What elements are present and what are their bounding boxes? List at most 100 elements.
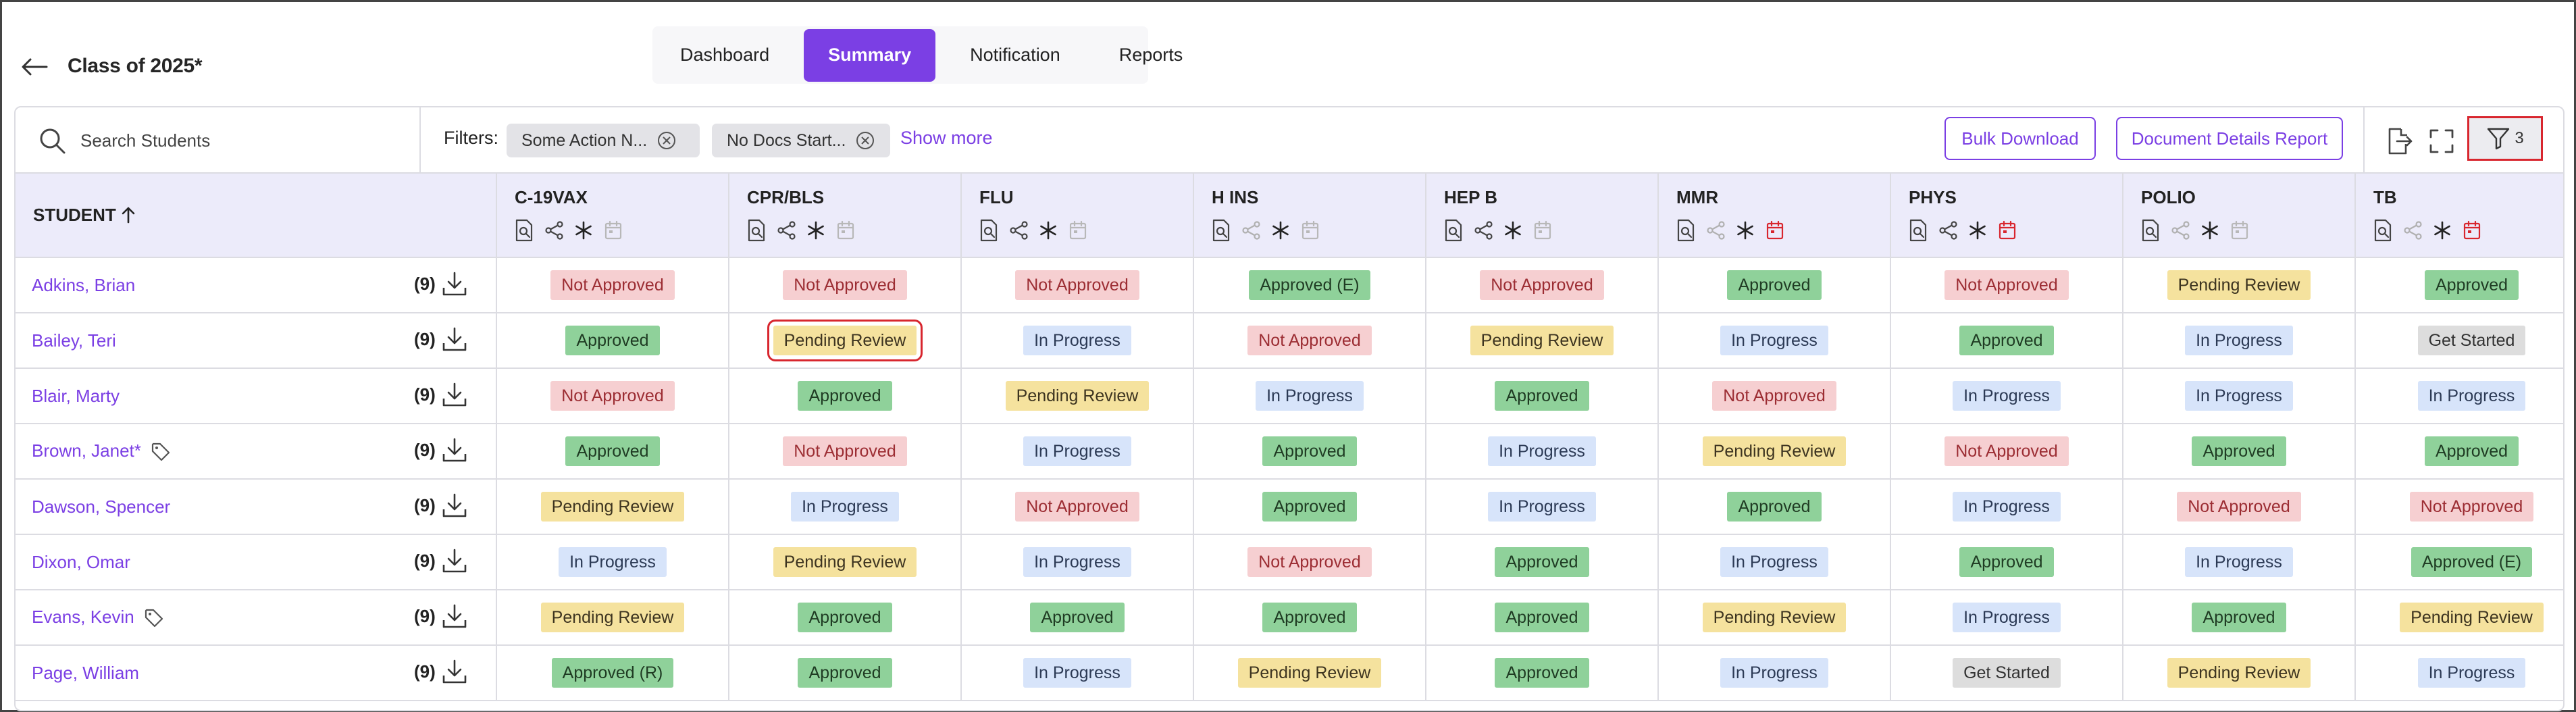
- document-details-report-button[interactable]: Document Details Report: [2116, 117, 2343, 160]
- student-name-link[interactable]: Evans, Kevin: [32, 607, 134, 628]
- status-badge[interactable]: Approved: [1495, 381, 1589, 411]
- status-badge[interactable]: Not Approved: [1480, 270, 1604, 300]
- view-document-icon[interactable]: [1676, 219, 1697, 242]
- status-badge[interactable]: In Progress: [791, 492, 899, 522]
- share-icon[interactable]: [1706, 219, 1726, 242]
- status-badge[interactable]: Pending Review: [1702, 603, 1847, 632]
- status-badge[interactable]: Pending Review: [2167, 658, 2311, 688]
- calendar-icon[interactable]: [1068, 219, 1089, 242]
- download-icon[interactable]: [441, 658, 468, 685]
- status-badge[interactable]: In Progress: [1953, 381, 2061, 411]
- status-badge[interactable]: Approved: [2424, 270, 2519, 300]
- back-arrow-icon[interactable]: [20, 53, 49, 80]
- status-badge[interactable]: In Progress: [2185, 326, 2293, 355]
- calendar-icon[interactable]: [604, 219, 624, 242]
- status-badge[interactable]: Approved: [798, 381, 892, 411]
- download-icon[interactable]: [441, 603, 468, 630]
- status-badge[interactable]: Approved: [798, 603, 892, 632]
- status-badge[interactable]: Approved: [1727, 492, 1822, 522]
- share-icon[interactable]: [544, 219, 565, 242]
- status-badge[interactable]: Approved: [1495, 547, 1589, 577]
- status-badge[interactable]: Approved: [1959, 547, 2054, 577]
- filter-button[interactable]: 3: [2467, 116, 2543, 161]
- chip-remove-icon[interactable]: [656, 130, 677, 151]
- student-column-header[interactable]: STUDENT: [16, 174, 497, 258]
- status-badge[interactable]: Pending Review: [540, 603, 685, 632]
- status-badge[interactable]: Pending Review: [2167, 270, 2311, 300]
- share-icon[interactable]: [1009, 219, 1029, 242]
- status-badge[interactable]: Pending Review: [1237, 658, 1382, 688]
- status-badge[interactable]: Approved: [1495, 603, 1589, 632]
- calendar-icon[interactable]: [1766, 219, 1786, 242]
- status-badge[interactable]: Not Approved: [1247, 326, 1372, 355]
- tag-icon[interactable]: [144, 608, 164, 628]
- status-badge[interactable]: In Progress: [1953, 603, 2061, 632]
- status-badge[interactable]: Approved: [1262, 603, 1357, 632]
- student-name-link[interactable]: Brown, Janet*: [32, 440, 141, 461]
- status-badge[interactable]: In Progress: [1023, 658, 1131, 688]
- status-badge[interactable]: Pending Review: [1470, 326, 1614, 355]
- sort-ascending-icon[interactable]: [122, 206, 135, 224]
- tab-dashboard[interactable]: Dashboard: [680, 45, 770, 65]
- view-document-icon[interactable]: [979, 219, 1000, 242]
- status-badge[interactable]: In Progress: [1023, 326, 1131, 355]
- status-badge[interactable]: Not Approved: [550, 381, 675, 411]
- show-more-link[interactable]: Show more: [900, 128, 993, 148]
- status-badge[interactable]: Not Approved: [783, 436, 907, 466]
- status-badge[interactable]: Not Approved: [2177, 492, 2301, 522]
- status-badge[interactable]: Approved: [2192, 436, 2286, 466]
- tab-reports[interactable]: Reports: [1118, 45, 1183, 65]
- status-badge[interactable]: Approved: [1495, 658, 1589, 688]
- status-badge[interactable]: Approved: [798, 658, 892, 688]
- search-input[interactable]: [80, 130, 405, 151]
- status-badge[interactable]: Approved (R): [551, 658, 674, 688]
- status-badge[interactable]: Approved: [2192, 603, 2286, 632]
- status-badge[interactable]: In Progress: [1953, 492, 2061, 522]
- calendar-icon[interactable]: [2463, 219, 2483, 242]
- status-badge[interactable]: Not Approved: [783, 270, 907, 300]
- view-document-icon[interactable]: [2141, 219, 2161, 242]
- status-badge[interactable]: Approved: [565, 436, 660, 466]
- status-badge[interactable]: Pending Review: [1005, 381, 1150, 411]
- tab-summary[interactable]: Summary: [804, 28, 936, 82]
- download-icon[interactable]: [441, 326, 468, 353]
- status-badge[interactable]: Pending Review: [1702, 436, 1847, 466]
- status-badge[interactable]: Pending Review: [773, 547, 917, 577]
- status-badge[interactable]: Not Approved: [1015, 270, 1139, 300]
- status-badge[interactable]: Not Approved: [2409, 492, 2534, 522]
- status-badge[interactable]: Not Approved: [1247, 547, 1372, 577]
- status-badge[interactable]: In Progress: [2185, 381, 2293, 411]
- status-badge[interactable]: Approved (E): [1249, 270, 1370, 300]
- calendar-icon[interactable]: [1533, 219, 1553, 242]
- status-badge[interactable]: In Progress: [2417, 381, 2526, 411]
- status-badge[interactable]: Approved: [1030, 603, 1125, 632]
- status-badge[interactable]: Approved: [1959, 326, 2054, 355]
- status-badge[interactable]: Approved: [565, 326, 660, 355]
- status-badge[interactable]: Approved: [1727, 270, 1822, 300]
- status-badge[interactable]: Not Approved: [1944, 270, 2069, 300]
- status-badge[interactable]: Pending Review: [2400, 603, 2544, 632]
- calendar-icon[interactable]: [1301, 219, 1321, 242]
- view-document-icon[interactable]: [1909, 219, 1929, 242]
- share-icon[interactable]: [1938, 219, 1959, 242]
- download-icon[interactable]: [441, 492, 468, 519]
- download-icon[interactable]: [441, 270, 468, 297]
- student-name-link[interactable]: Blair, Marty: [32, 385, 120, 406]
- share-icon[interactable]: [1474, 219, 1494, 242]
- status-badge[interactable]: In Progress: [1488, 492, 1596, 522]
- share-icon[interactable]: [2403, 219, 2423, 242]
- view-document-icon[interactable]: [1212, 219, 1232, 242]
- student-name-link[interactable]: Adkins, Brian: [32, 274, 136, 295]
- expand-icon[interactable]: [2424, 124, 2459, 159]
- status-badge[interactable]: In Progress: [1720, 658, 1828, 688]
- status-badge[interactable]: In Progress: [1023, 547, 1131, 577]
- download-icon[interactable]: [441, 436, 468, 463]
- view-document-icon[interactable]: [747, 219, 767, 242]
- student-name-link[interactable]: Page, William: [32, 662, 139, 683]
- calendar-icon[interactable]: [1998, 219, 2018, 242]
- chip-remove-icon[interactable]: [855, 130, 875, 151]
- status-badge[interactable]: In Progress: [1720, 326, 1828, 355]
- share-icon[interactable]: [777, 219, 797, 242]
- view-document-icon[interactable]: [515, 219, 535, 242]
- status-badge[interactable]: Not Approved: [1712, 381, 1836, 411]
